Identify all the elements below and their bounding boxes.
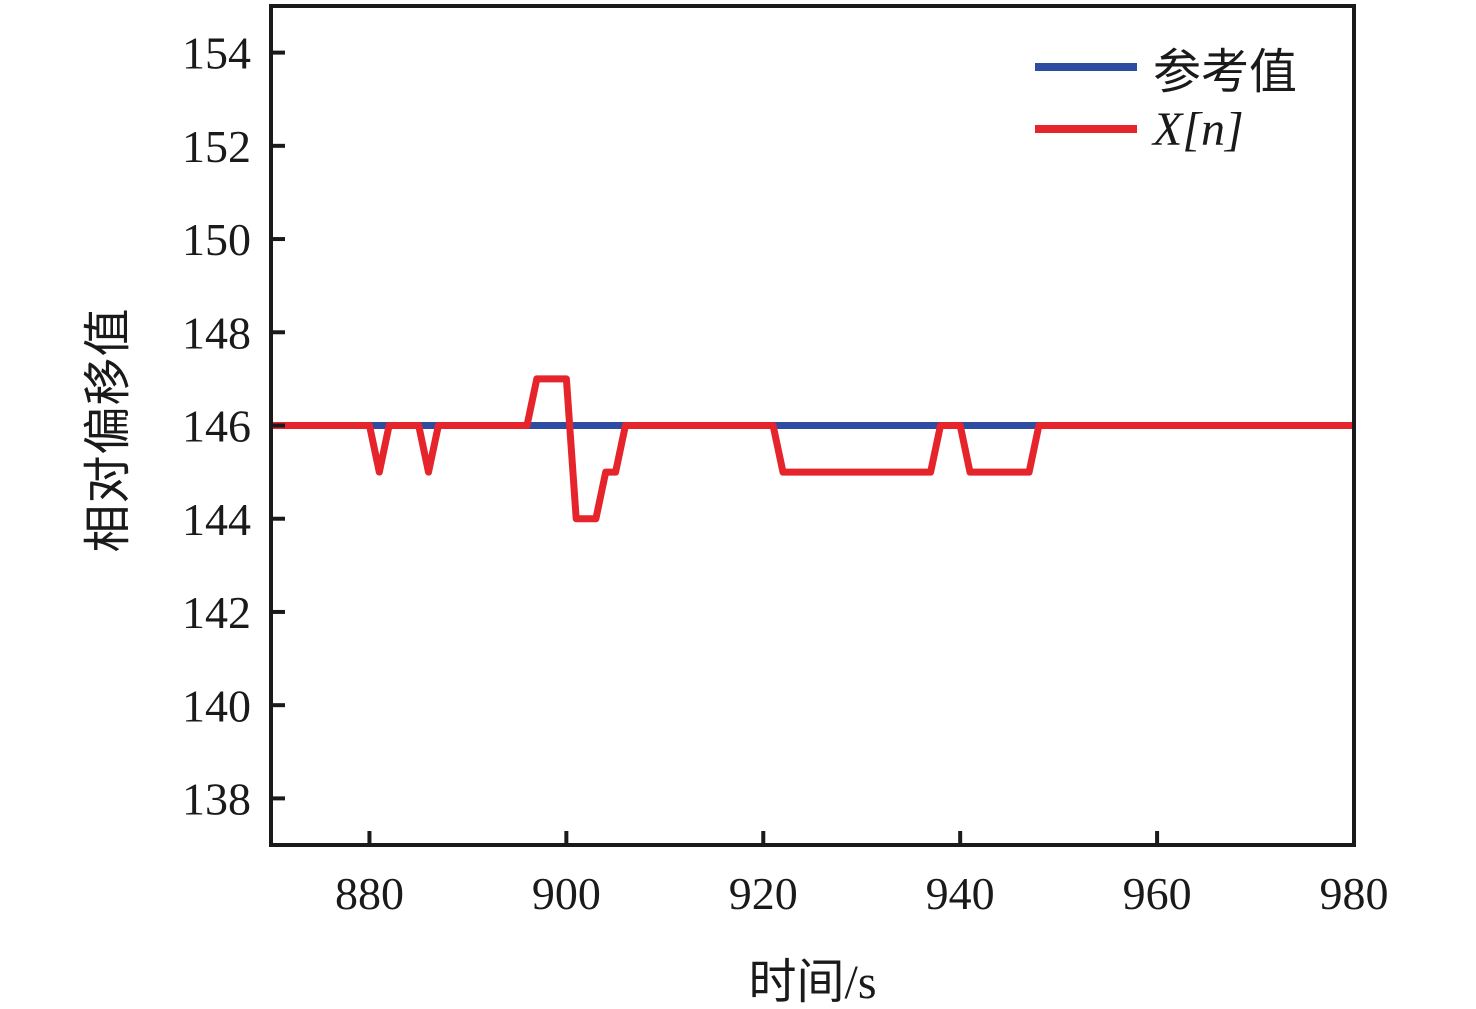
y-tick-label: 144	[182, 494, 251, 545]
legend-label-reference: 参考值	[1153, 46, 1298, 99]
y-axis-title: 相对偏移值	[82, 307, 135, 553]
y-tick-label: 154	[182, 28, 251, 79]
legend-item-xn: X[n]	[1035, 98, 1297, 160]
y-tick-label: 138	[182, 773, 251, 824]
x-tick-label: 960	[1123, 868, 1192, 919]
x-tick-label: 900	[532, 868, 601, 919]
y-tick-label: 152	[182, 121, 251, 172]
legend-label-xn: X[n]	[1153, 102, 1244, 156]
xn-line-swatch	[1035, 125, 1137, 133]
y-tick-label: 140	[182, 680, 251, 731]
y-tick-label: 150	[182, 214, 251, 265]
y-tick-label: 148	[182, 307, 251, 358]
reference-line-swatch	[1035, 63, 1137, 71]
x-tick-label: 980	[1320, 868, 1389, 919]
y-tick-label: 146	[182, 401, 251, 452]
legend-item-reference: 参考值	[1035, 36, 1297, 99]
x-tick-label: 940	[926, 868, 995, 919]
series-line-1	[271, 375, 1354, 523]
y-tick-label: 142	[182, 587, 251, 638]
x-tick-label: 880	[335, 868, 404, 919]
x-tick-label: 920	[729, 868, 798, 919]
legend: 参考值 X[n]	[1035, 36, 1297, 160]
x-axis-title: 时间/s	[748, 956, 877, 1009]
